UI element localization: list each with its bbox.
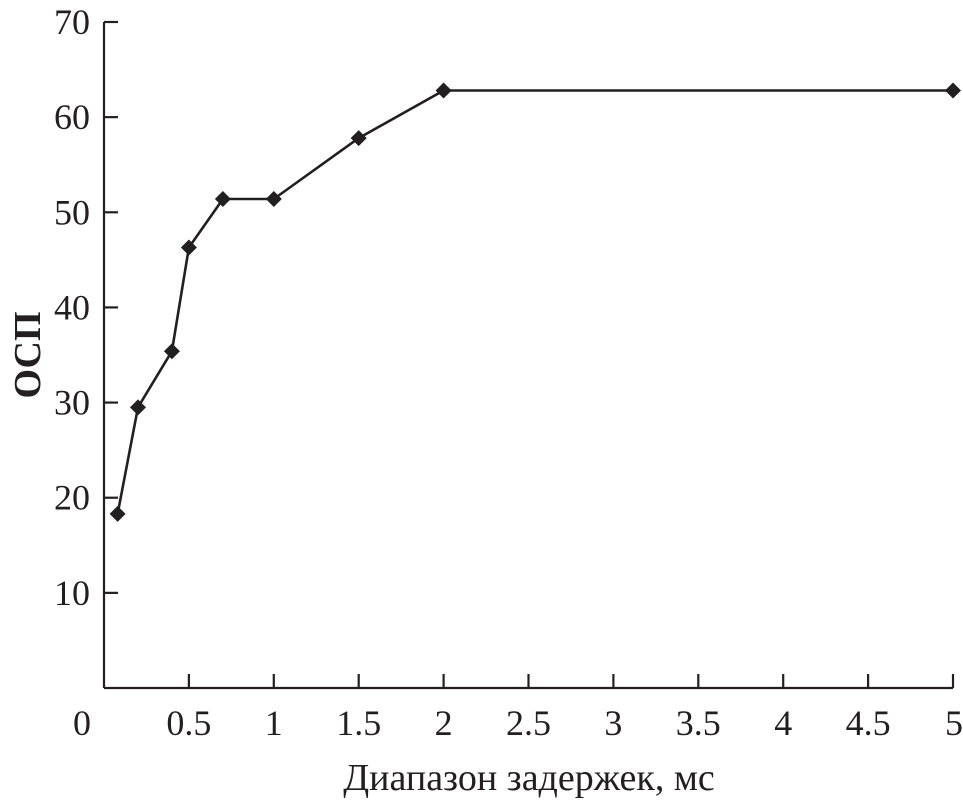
x-axis-title: Диапазон задержек, мс bbox=[343, 757, 715, 799]
x-axis-ticks: 0 0.5 1 1.5 2 2.5 3 3.5 4 4.5 5 bbox=[73, 674, 963, 743]
data-point-marker bbox=[214, 190, 231, 207]
y-tick-label: 30 bbox=[54, 383, 90, 423]
data-point-marker bbox=[435, 82, 452, 99]
data-point-marker bbox=[350, 130, 367, 147]
x-tick-label: 5 bbox=[945, 703, 963, 743]
y-tick-label: 70 bbox=[54, 2, 90, 42]
x-tick-label: 3.5 bbox=[676, 703, 721, 743]
series bbox=[109, 82, 961, 522]
y-tick-label: 40 bbox=[54, 287, 90, 327]
x-tick-label: 0.5 bbox=[166, 703, 211, 743]
data-point-marker bbox=[180, 239, 197, 256]
data-point-marker bbox=[265, 190, 282, 207]
x-tick-label: 3 bbox=[604, 703, 622, 743]
y-tick-label: 60 bbox=[54, 97, 90, 137]
y-tick-label: 50 bbox=[54, 192, 90, 232]
y-tick-label: 20 bbox=[54, 478, 90, 518]
x-tick-label: 1.5 bbox=[336, 703, 381, 743]
x-tick-label: 2 bbox=[435, 703, 453, 743]
axes bbox=[102, 22, 953, 690]
y-tick-label: 10 bbox=[54, 573, 90, 613]
x-tick-label: 2.5 bbox=[506, 703, 551, 743]
x-tick-label: 1 bbox=[265, 703, 283, 743]
data-point-marker bbox=[109, 505, 126, 522]
data-point-marker bbox=[163, 343, 180, 360]
x-tick-label: 4 bbox=[774, 703, 792, 743]
series-line bbox=[116, 89, 953, 515]
data-point-marker bbox=[945, 82, 961, 99]
data-point-marker bbox=[129, 399, 146, 416]
y-axis-ticks: 10 20 30 40 50 60 70 bbox=[54, 2, 118, 613]
y-axis-title: ОСП bbox=[7, 311, 49, 398]
x-tick-label: 4.5 bbox=[846, 703, 891, 743]
x-tick-label: 0 bbox=[73, 703, 91, 743]
